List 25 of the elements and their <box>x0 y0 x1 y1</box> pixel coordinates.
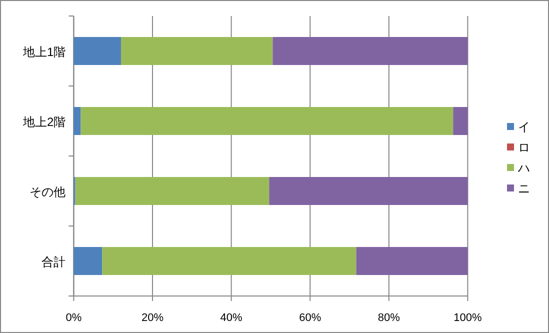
bar <box>80 107 454 135</box>
bar <box>74 247 102 275</box>
bar <box>74 37 121 65</box>
y-tick-label: 合計 <box>42 255 66 269</box>
legend-label: イ <box>518 120 530 134</box>
bar <box>75 177 270 205</box>
y-tick-label: 地上1階 <box>22 45 66 59</box>
bar <box>120 37 273 65</box>
bar <box>74 107 81 135</box>
y-tick-label: その他 <box>30 185 66 199</box>
bar <box>453 107 468 135</box>
x-tick-label: 0% <box>66 312 82 324</box>
bar <box>269 177 468 205</box>
x-tick-label: 100% <box>454 312 482 324</box>
legend-label: ロ <box>518 140 530 154</box>
x-tick-label: 20% <box>141 312 164 324</box>
legend-label: ニ <box>518 182 530 196</box>
legend-label: ハ <box>517 161 530 175</box>
x-tick-label: 40% <box>220 312 243 324</box>
bar <box>356 247 468 275</box>
x-tick-label: 80% <box>378 312 400 324</box>
x-tick-label: 60% <box>299 312 322 324</box>
y-tick-label: 地上2階 <box>22 115 66 129</box>
bar <box>102 247 356 275</box>
bar <box>272 37 468 65</box>
